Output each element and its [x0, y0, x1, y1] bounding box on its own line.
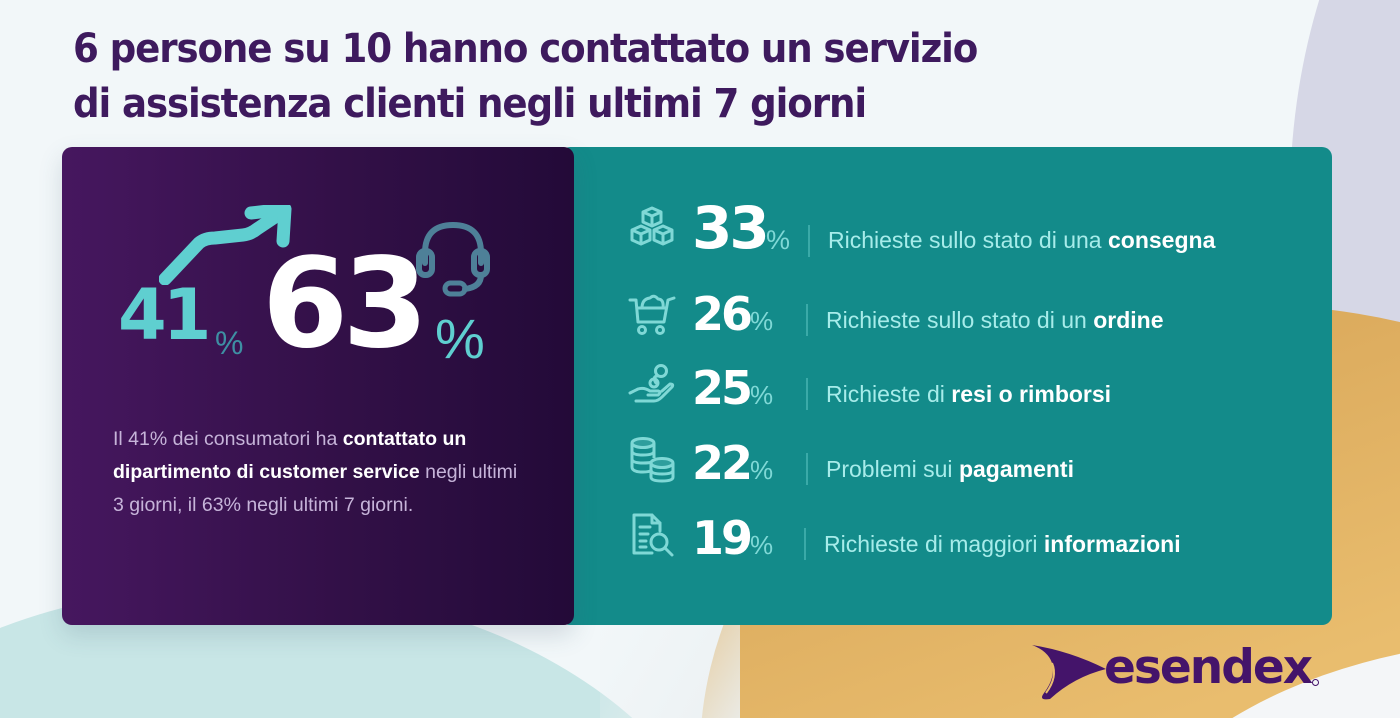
arrow-logo-icon: [1032, 645, 1106, 700]
page-title: 6 persone su 10 hanno contattato un serv…: [73, 22, 978, 132]
list-item: 33 % Richieste sullo stato di una conseg…: [560, 194, 1332, 267]
stat-value: 25: [692, 361, 753, 415]
label-bold: informazioni: [1043, 531, 1181, 557]
separator: [806, 378, 808, 410]
stat-value: 26: [692, 287, 753, 341]
stat-unit: %: [750, 530, 774, 560]
highlight-panel: 41 % 63 % Il 41% dei consumatori ha cont…: [62, 147, 574, 625]
stat-unit: %: [750, 455, 774, 485]
separator: [808, 225, 810, 257]
label-text: Richieste sullo stato di una: [828, 227, 1108, 253]
coin-stacks-icon: [630, 437, 675, 483]
document-search-icon: [632, 513, 674, 557]
stat-41-unit: %: [215, 325, 244, 361]
esendex-logo: esendex: [1030, 640, 1330, 705]
stat-label: Richieste sullo stato di un ordine: [826, 307, 1163, 334]
brand-name: esendex: [1104, 640, 1313, 695]
label-bold: pagamenti: [958, 456, 1074, 482]
boxes-icon: [630, 206, 674, 246]
stat-63-value: 63: [262, 232, 429, 376]
title-line-1: 6 persone su 10 hanno contattato un serv…: [73, 26, 978, 72]
stat-value: 22: [692, 436, 753, 490]
list-item: 22 % Problemi sui pagamenti: [560, 436, 1332, 506]
label-text: Richieste sullo stato di un: [826, 307, 1094, 333]
label-bold: resi o rimborsi: [951, 381, 1112, 407]
stat-value: 33: [692, 194, 770, 262]
label-text: Richieste di maggiori: [824, 531, 1044, 557]
stat-label: Richieste sullo stato di una consegna: [828, 227, 1215, 254]
separator: [806, 304, 808, 336]
description-text-end: negli ultimi 3 giorni, il 63% negli ulti…: [113, 461, 518, 516]
trend-up-arrow-icon: [159, 205, 292, 285]
headset-icon: [416, 221, 490, 297]
label-text: Richieste di: [826, 381, 952, 407]
stat-63-unit: %: [435, 307, 485, 370]
description-text: Il 41% dei consumatori ha: [113, 428, 343, 450]
shopping-cart-icon: [628, 294, 676, 335]
list-item: 25 % Richieste di resi o rimborsi: [560, 361, 1332, 431]
hand-coin-icon: [628, 364, 675, 403]
stat-unit: %: [766, 225, 791, 255]
separator: [806, 453, 808, 485]
reasons-panel: 33 % Richieste sullo stato di una conseg…: [560, 147, 1332, 625]
stat-label: Problemi sui pagamenti: [826, 456, 1074, 483]
background-mint-fade: [600, 620, 740, 718]
stat-label: Richieste di maggiori informazioni: [824, 531, 1181, 558]
description-bold: contattato un dipartimento di customer s…: [113, 428, 467, 483]
stat-unit: %: [750, 380, 774, 410]
separator: [804, 528, 806, 560]
stat-label: Richieste di resi o rimborsi: [826, 381, 1111, 408]
list-item: 26 % Richieste sullo stato di un ordine: [560, 287, 1332, 357]
label-bold: consegna: [1108, 227, 1216, 253]
title-line-2: di assistenza clienti negli ultimi 7 gio…: [73, 81, 867, 127]
stat-unit: %: [750, 306, 774, 336]
label-bold: ordine: [1093, 307, 1164, 333]
list-item: 19 % Richieste di maggiori informazioni: [560, 511, 1332, 581]
label-text: Problemi sui: [826, 456, 959, 482]
registered-mark: [1312, 679, 1319, 686]
stat-description: Il 41% dei consumatori ha contattato un …: [113, 423, 533, 522]
stat-41-value: 41: [118, 274, 211, 356]
stat-value: 19: [692, 511, 753, 565]
